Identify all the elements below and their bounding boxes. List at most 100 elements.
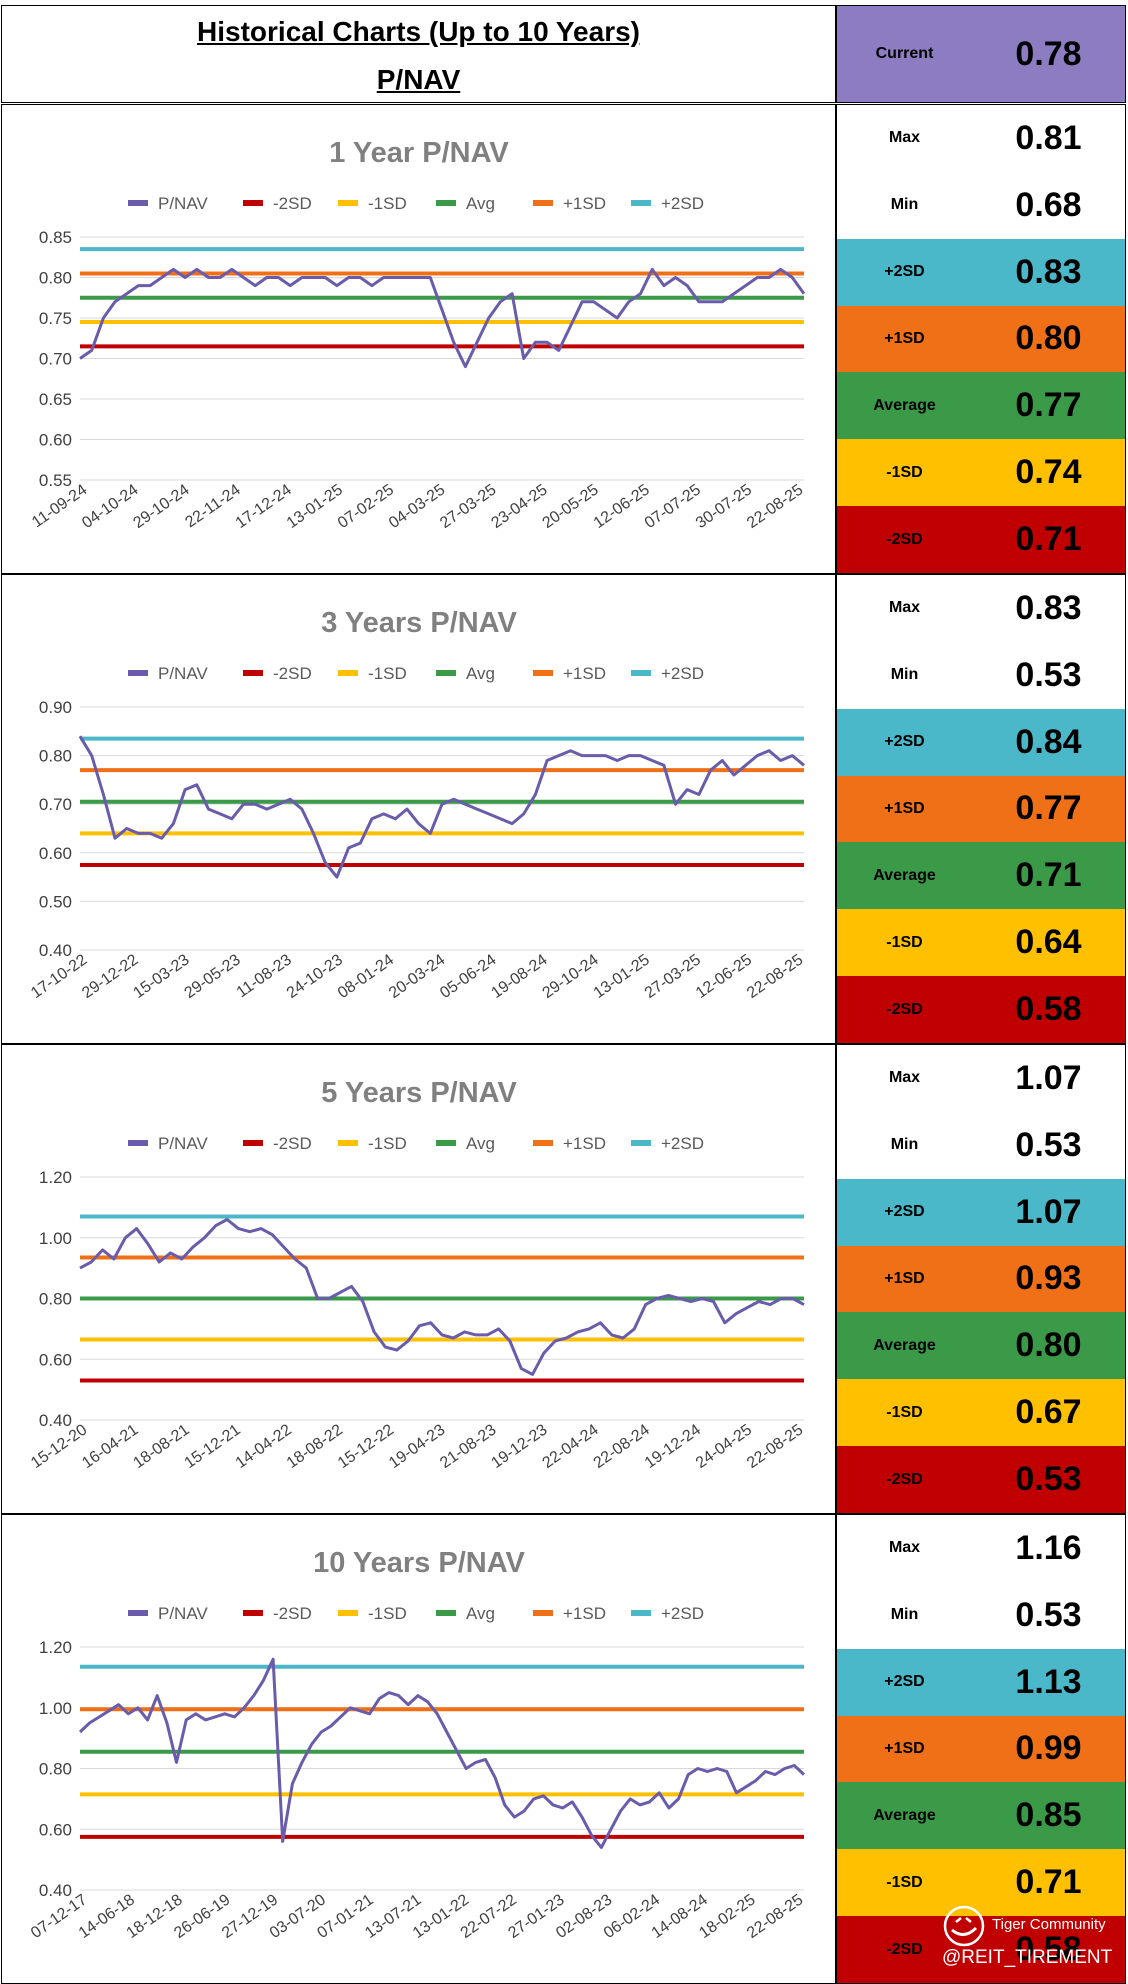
- stats-column-2: Max 1.07 Min 0.53 +2SD 1.07 +1SD 0.93 Average 0.8…: [836, 1044, 1126, 1514]
- stat-value: 0.74: [1015, 453, 1082, 492]
- chart-svg-2: 5 Years P/NAV P/NAV -2SD -1SD Avg +1SD +2SD 1.2…: [28, 1077, 806, 1472]
- chart-title: 5 Years P/NAV: [321, 1077, 517, 1109]
- stat-value: 0.53: [1015, 1125, 1082, 1164]
- stat-value: 0.71: [1015, 856, 1082, 895]
- legend-swatch: [533, 200, 553, 206]
- stat-value: 0.93: [1015, 1259, 1082, 1298]
- x-tick-label: 14-04-22: [233, 1421, 295, 1472]
- legend-swatch: [338, 1610, 358, 1616]
- legend-label: +2SD: [661, 1604, 704, 1623]
- x-tick-label: 19-08-24: [488, 951, 550, 1002]
- legend-label: +2SD: [661, 1134, 704, 1153]
- chart-panel-2: 5 Years P/NAV P/NAV -2SD -1SD Avg +1SD +2SD 1.2…: [1, 1044, 836, 1514]
- stat-label: Min: [890, 1606, 919, 1624]
- legend-item-1sd: -1SD: [338, 194, 407, 213]
- y-tick-label: 1.00: [39, 1229, 72, 1248]
- y-tick-label: 0.80: [39, 747, 72, 766]
- pnav-series-line: [78, 735, 805, 879]
- y-tick-label: 0.80: [39, 269, 72, 288]
- x-tick-label: 22-08-25: [744, 481, 806, 532]
- stat-value: 0.83: [1015, 252, 1082, 291]
- y-tick-label: 1.00: [39, 1699, 72, 1718]
- stat-label: Max: [888, 599, 921, 617]
- stat-label: Min: [890, 1136, 919, 1154]
- stat-value: 0.71: [1015, 1863, 1082, 1902]
- stat-value: 0.64: [1015, 923, 1082, 962]
- legend-swatch: [128, 670, 148, 676]
- stat-label: -2SD: [886, 530, 923, 548]
- x-tick-label: 20-05-25: [540, 481, 602, 532]
- stat-value: 0.53: [1015, 1460, 1082, 1499]
- stat-label: -1SD: [886, 1403, 923, 1421]
- stats-column-0: Max 0.81 Min 0.68 +2SD 0.83 +1SD 0.80 Average 0.7…: [836, 104, 1126, 574]
- stat-label: +2SD: [884, 263, 925, 281]
- legend-swatch: [128, 1610, 148, 1616]
- legend-label: P/NAV: [158, 664, 208, 683]
- stat-row-2sd: -2SD 0.58: [837, 1916, 1125, 1983]
- stat-row-1sd: +1SD 0.80: [837, 305, 1125, 373]
- pnav-series-line: [79, 267, 806, 369]
- x-tick-label: 22-08-24: [591, 1421, 653, 1472]
- y-tick-label: 0.60: [39, 844, 72, 863]
- legend-item-2sd: -2SD: [243, 664, 312, 683]
- stat-label: -2SD: [886, 1470, 923, 1488]
- stat-value: 0.71: [1015, 520, 1082, 559]
- stat-row-1sd: +1SD 0.77: [837, 775, 1125, 843]
- x-tick-label: 29-05-23: [182, 951, 244, 1002]
- stat-row-2sd: -2SD 0.71: [837, 506, 1125, 573]
- legend-label: P/NAV: [158, 194, 208, 213]
- stat-row-average: Average 0.77: [837, 372, 1125, 440]
- x-tick-label: 11-08-23: [234, 951, 295, 1001]
- stat-value: 1.07: [1015, 1192, 1082, 1231]
- legend-item-pnav: P/NAV: [128, 1604, 208, 1623]
- stat-value: 0.77: [1015, 386, 1082, 425]
- x-tick-label: 13-01-25: [591, 951, 653, 1002]
- legend-swatch: [631, 200, 651, 206]
- legend-label: -1SD: [368, 194, 407, 213]
- legend-swatch: [533, 1610, 553, 1616]
- y-tick-label: 0.40: [39, 1411, 72, 1430]
- stat-label: Max: [888, 1069, 921, 1087]
- stat-label: -1SD: [886, 1873, 923, 1891]
- x-tick-label: 07-07-25: [642, 481, 704, 532]
- stat-label: Max: [888, 1539, 921, 1557]
- x-tick-label: 16-04-21: [79, 1421, 141, 1472]
- stat-row-1sd: +1SD 0.99: [837, 1715, 1125, 1783]
- y-tick-label: 0.60: [39, 431, 72, 450]
- legend-label: -1SD: [368, 1604, 407, 1623]
- stat-row-average: Average 0.71: [837, 842, 1125, 910]
- y-tick-label: 0.80: [39, 1760, 72, 1779]
- stats-column-3: Max 1.16 Min 0.53 +2SD 1.13 +1SD 0.99 Average 0.8…: [836, 1514, 1126, 1984]
- stat-label: +1SD: [884, 799, 925, 817]
- stat-row-1sd: -1SD 0.71: [837, 1849, 1125, 1917]
- x-tick-label: 22-04-24: [540, 1421, 602, 1472]
- legend-item-avg: Avg: [436, 664, 495, 683]
- x-tick-label: 29-10-24: [130, 481, 192, 532]
- x-tick-label: 21-08-23: [437, 1421, 499, 1472]
- stat-row-2sd: -2SD 0.58: [837, 976, 1125, 1043]
- stat-row-max: Max 0.81: [837, 105, 1125, 172]
- stat-row-min: Min 0.53: [837, 1581, 1125, 1649]
- stat-value: 0.58: [1015, 1930, 1082, 1969]
- legend-item-1sd: -1SD: [338, 664, 407, 683]
- legend-label: Avg: [466, 1134, 495, 1153]
- legend-swatch: [533, 1140, 553, 1146]
- chart-title: 1 Year P/NAV: [329, 137, 509, 169]
- x-tick-label: 12-06-25: [591, 481, 653, 532]
- stat-value: 0.80: [1015, 1326, 1082, 1365]
- y-tick-label: 0.40: [39, 1881, 72, 1900]
- stat-row-min: Min 0.68: [837, 171, 1125, 239]
- legend-swatch: [243, 670, 263, 676]
- stat-row-min: Min 0.53: [837, 641, 1125, 709]
- stat-label: -1SD: [886, 933, 923, 951]
- chart-panel-3: 10 Years P/NAV P/NAV -2SD -1SD Avg +1SD +2SD 1.…: [1, 1514, 836, 1984]
- x-tick-label: 13-01-25: [284, 481, 346, 532]
- legend-item-2sd: -2SD: [243, 1604, 312, 1623]
- legend-item-1sd: -1SD: [338, 1134, 407, 1153]
- y-tick-label: 0.60: [39, 1350, 72, 1369]
- legend-item-2sd: +2SD: [631, 194, 704, 213]
- stat-value: 0.80: [1015, 319, 1082, 358]
- y-tick-label: 0.80: [39, 1290, 72, 1309]
- legend-item-2sd: +2SD: [631, 664, 704, 683]
